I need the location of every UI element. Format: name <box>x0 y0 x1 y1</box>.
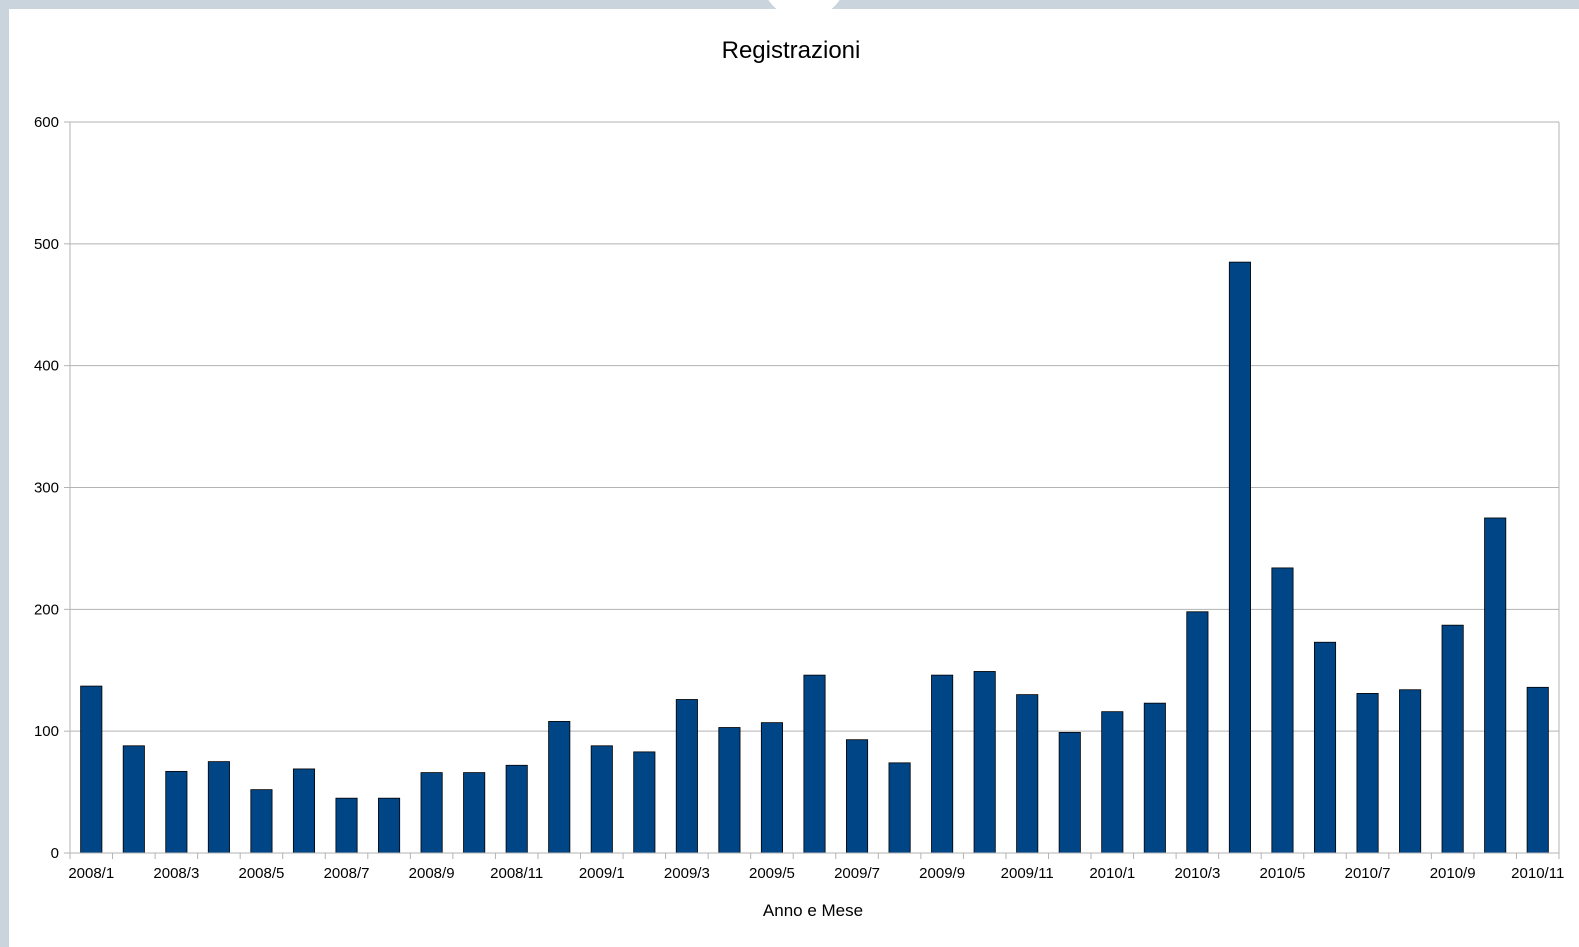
bar <box>675 699 698 854</box>
x-tick-label: 2009/3 <box>664 865 710 882</box>
bar <box>1526 686 1549 854</box>
bar <box>1271 567 1294 854</box>
x-tick-label: 2010/3 <box>1174 865 1220 882</box>
x-tick-label: 2009/7 <box>834 865 880 882</box>
bar <box>548 721 571 854</box>
bar <box>1186 611 1209 854</box>
x-tick-label: 2010/5 <box>1260 865 1306 882</box>
bar <box>1356 692 1379 854</box>
x-tick-label: 2008/9 <box>409 865 455 882</box>
bar <box>1484 517 1507 854</box>
x-tick-label: 2008/5 <box>238 865 284 882</box>
y-tick-label: 0 <box>51 845 59 862</box>
bar <box>1143 702 1166 854</box>
bar <box>973 671 996 854</box>
bar <box>1016 694 1039 854</box>
bar <box>463 772 486 854</box>
x-tick-label: 2009/9 <box>919 865 965 882</box>
bar <box>1101 711 1124 854</box>
x-axis-label: Anno e Mese <box>763 901 863 920</box>
bar-chart: Registrazioni 0 100 200 300 400 500 600 2008/1… <box>34 37 1564 920</box>
bar <box>378 797 401 854</box>
bar <box>1441 624 1464 854</box>
axes <box>64 121 1560 859</box>
bar <box>250 789 273 854</box>
bar <box>1058 731 1081 854</box>
bar <box>505 764 528 854</box>
chart-title: Registrazioni <box>722 37 861 64</box>
x-tick-label: 2010/9 <box>1430 865 1476 882</box>
x-tick-label: 2009/11 <box>1001 865 1054 882</box>
x-tick-label: 2009/5 <box>749 865 795 882</box>
x-tick-label: 2010/1 <box>1089 865 1135 882</box>
y-tick-label: 500 <box>34 236 59 253</box>
bar <box>1313 641 1337 854</box>
bar <box>207 761 230 854</box>
x-tick-label: 2008/11 <box>490 865 543 882</box>
y-tick-label: 100 <box>34 723 59 740</box>
y-tick-label: 200 <box>34 601 59 618</box>
y-tick-labels: 0 100 200 300 400 500 600 <box>34 114 59 862</box>
x-tick-label: 2009/1 <box>579 865 625 882</box>
bars <box>80 261 1549 854</box>
bar <box>292 768 316 854</box>
bar <box>846 739 869 854</box>
bar <box>335 797 358 854</box>
y-tick-label: 600 <box>34 114 59 131</box>
bar <box>122 745 145 854</box>
x-tick-label: 2008/1 <box>68 865 114 882</box>
chart-area: Registrazioni 0 100 200 300 400 500 600 2008/1… <box>9 0 1579 947</box>
bar <box>718 727 741 854</box>
bar <box>165 770 188 854</box>
bar <box>888 762 911 854</box>
y-tick-label: 300 <box>34 480 59 497</box>
bar <box>1399 689 1422 854</box>
x-tick-labels: 2008/1 2008/3 2008/5 2008/7 2008/9 2008/11 200… <box>68 865 1564 882</box>
bar <box>420 772 443 854</box>
x-tick-label: 2010/7 <box>1345 865 1391 882</box>
x-tick-label: 2010/11 <box>1511 865 1564 882</box>
bar <box>1228 261 1251 854</box>
y-tick-label: 400 <box>34 358 59 375</box>
bar <box>931 674 954 854</box>
bar <box>803 674 826 854</box>
bar <box>80 685 103 854</box>
bar <box>590 745 613 854</box>
bar <box>760 722 783 854</box>
x-tick-label: 2008/3 <box>153 865 199 882</box>
bar <box>633 751 656 854</box>
x-tick-label: 2008/7 <box>324 865 370 882</box>
